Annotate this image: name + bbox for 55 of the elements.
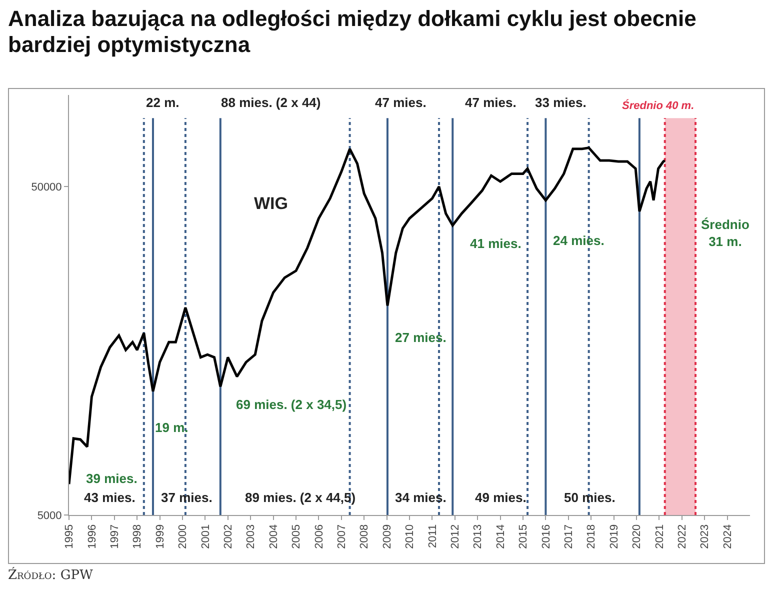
x-tick-label: 2015	[518, 524, 530, 549]
x-tick-label: 2018	[586, 524, 598, 549]
annotation: 37 mies.	[161, 490, 212, 505]
x-tick-label: 1997	[108, 524, 121, 549]
x-tick-label: 2003	[245, 524, 258, 549]
annotation: 69 mies. (2 x 34,5)	[236, 397, 347, 412]
band-label: Średnio 40 m.	[622, 99, 694, 112]
annotation: 47 mies.	[375, 95, 426, 110]
x-tick-label: 2024	[722, 524, 734, 549]
y-tick-label: 50000	[31, 181, 62, 194]
x-tick-label: 2000	[177, 524, 190, 549]
y-tick-label: 5000	[37, 510, 62, 522]
x-tick-label: 2006	[313, 524, 326, 549]
x-tick-label: 2021	[654, 524, 666, 549]
x-tick-label: 2009	[381, 524, 394, 549]
x-tick-label: 2004	[268, 524, 280, 549]
x-tick-label: 2022	[676, 524, 688, 549]
annotation: 24 mies.	[553, 233, 604, 248]
x-tick-label: 1996	[86, 524, 98, 549]
x-tick-label: 2002	[222, 524, 234, 549]
annotation: 43 mies.	[84, 490, 136, 505]
annotation: 27 mies.	[395, 330, 446, 345]
x-tick-label: 2020	[631, 524, 644, 549]
x-tick-label: 1995	[64, 524, 76, 549]
x-tick-label: 2013	[472, 524, 484, 549]
x-tick-label: 2014	[494, 524, 507, 549]
x-tick-label: 2007	[336, 524, 348, 549]
annotation: 39 mies.	[86, 471, 138, 486]
text: Źródło: GPW	[8, 568, 93, 583]
annotation: WIG	[254, 194, 288, 213]
annotation: 41 mies.	[470, 236, 522, 251]
x-tick-label: 2023	[699, 524, 712, 549]
annotation: Średnio 31 m.	[701, 217, 750, 249]
annotation: 22 m.	[146, 95, 180, 110]
annotation: 49 mies.	[475, 490, 526, 505]
x-tick-label: 2016	[540, 524, 552, 549]
annotation: 89 mies. (2 x 44,5)	[245, 490, 356, 505]
x-tick-label: 2001	[200, 524, 212, 549]
annotation: 33 mies.	[535, 95, 586, 110]
annotation: 50 mies.	[564, 490, 616, 505]
x-tick-label: 1999	[154, 524, 166, 549]
x-tick-label: 2011	[426, 524, 439, 548]
x-tick-label: 2008	[358, 524, 371, 549]
x-tick-label: 2017	[562, 524, 575, 549]
annotation: 47 mies.	[465, 95, 516, 110]
x-tick-label: 2012	[449, 524, 462, 549]
annotation: 34 mies.	[395, 490, 446, 505]
x-tick-label: 2010	[404, 524, 416, 549]
annotation: 88 mies. (2 x 44)	[221, 95, 321, 110]
chart-title: Analiza bazująca na odległości między dołkami cyklu jest obecnie bardziej optymistyczna	[8, 6, 698, 58]
line-series	[69, 146, 666, 486]
x-tick-label: 1998	[132, 524, 144, 549]
x-tick-label: 2005	[290, 524, 303, 549]
x-tick-label: 2019	[608, 524, 620, 549]
annotation: 19 m.	[155, 420, 188, 435]
